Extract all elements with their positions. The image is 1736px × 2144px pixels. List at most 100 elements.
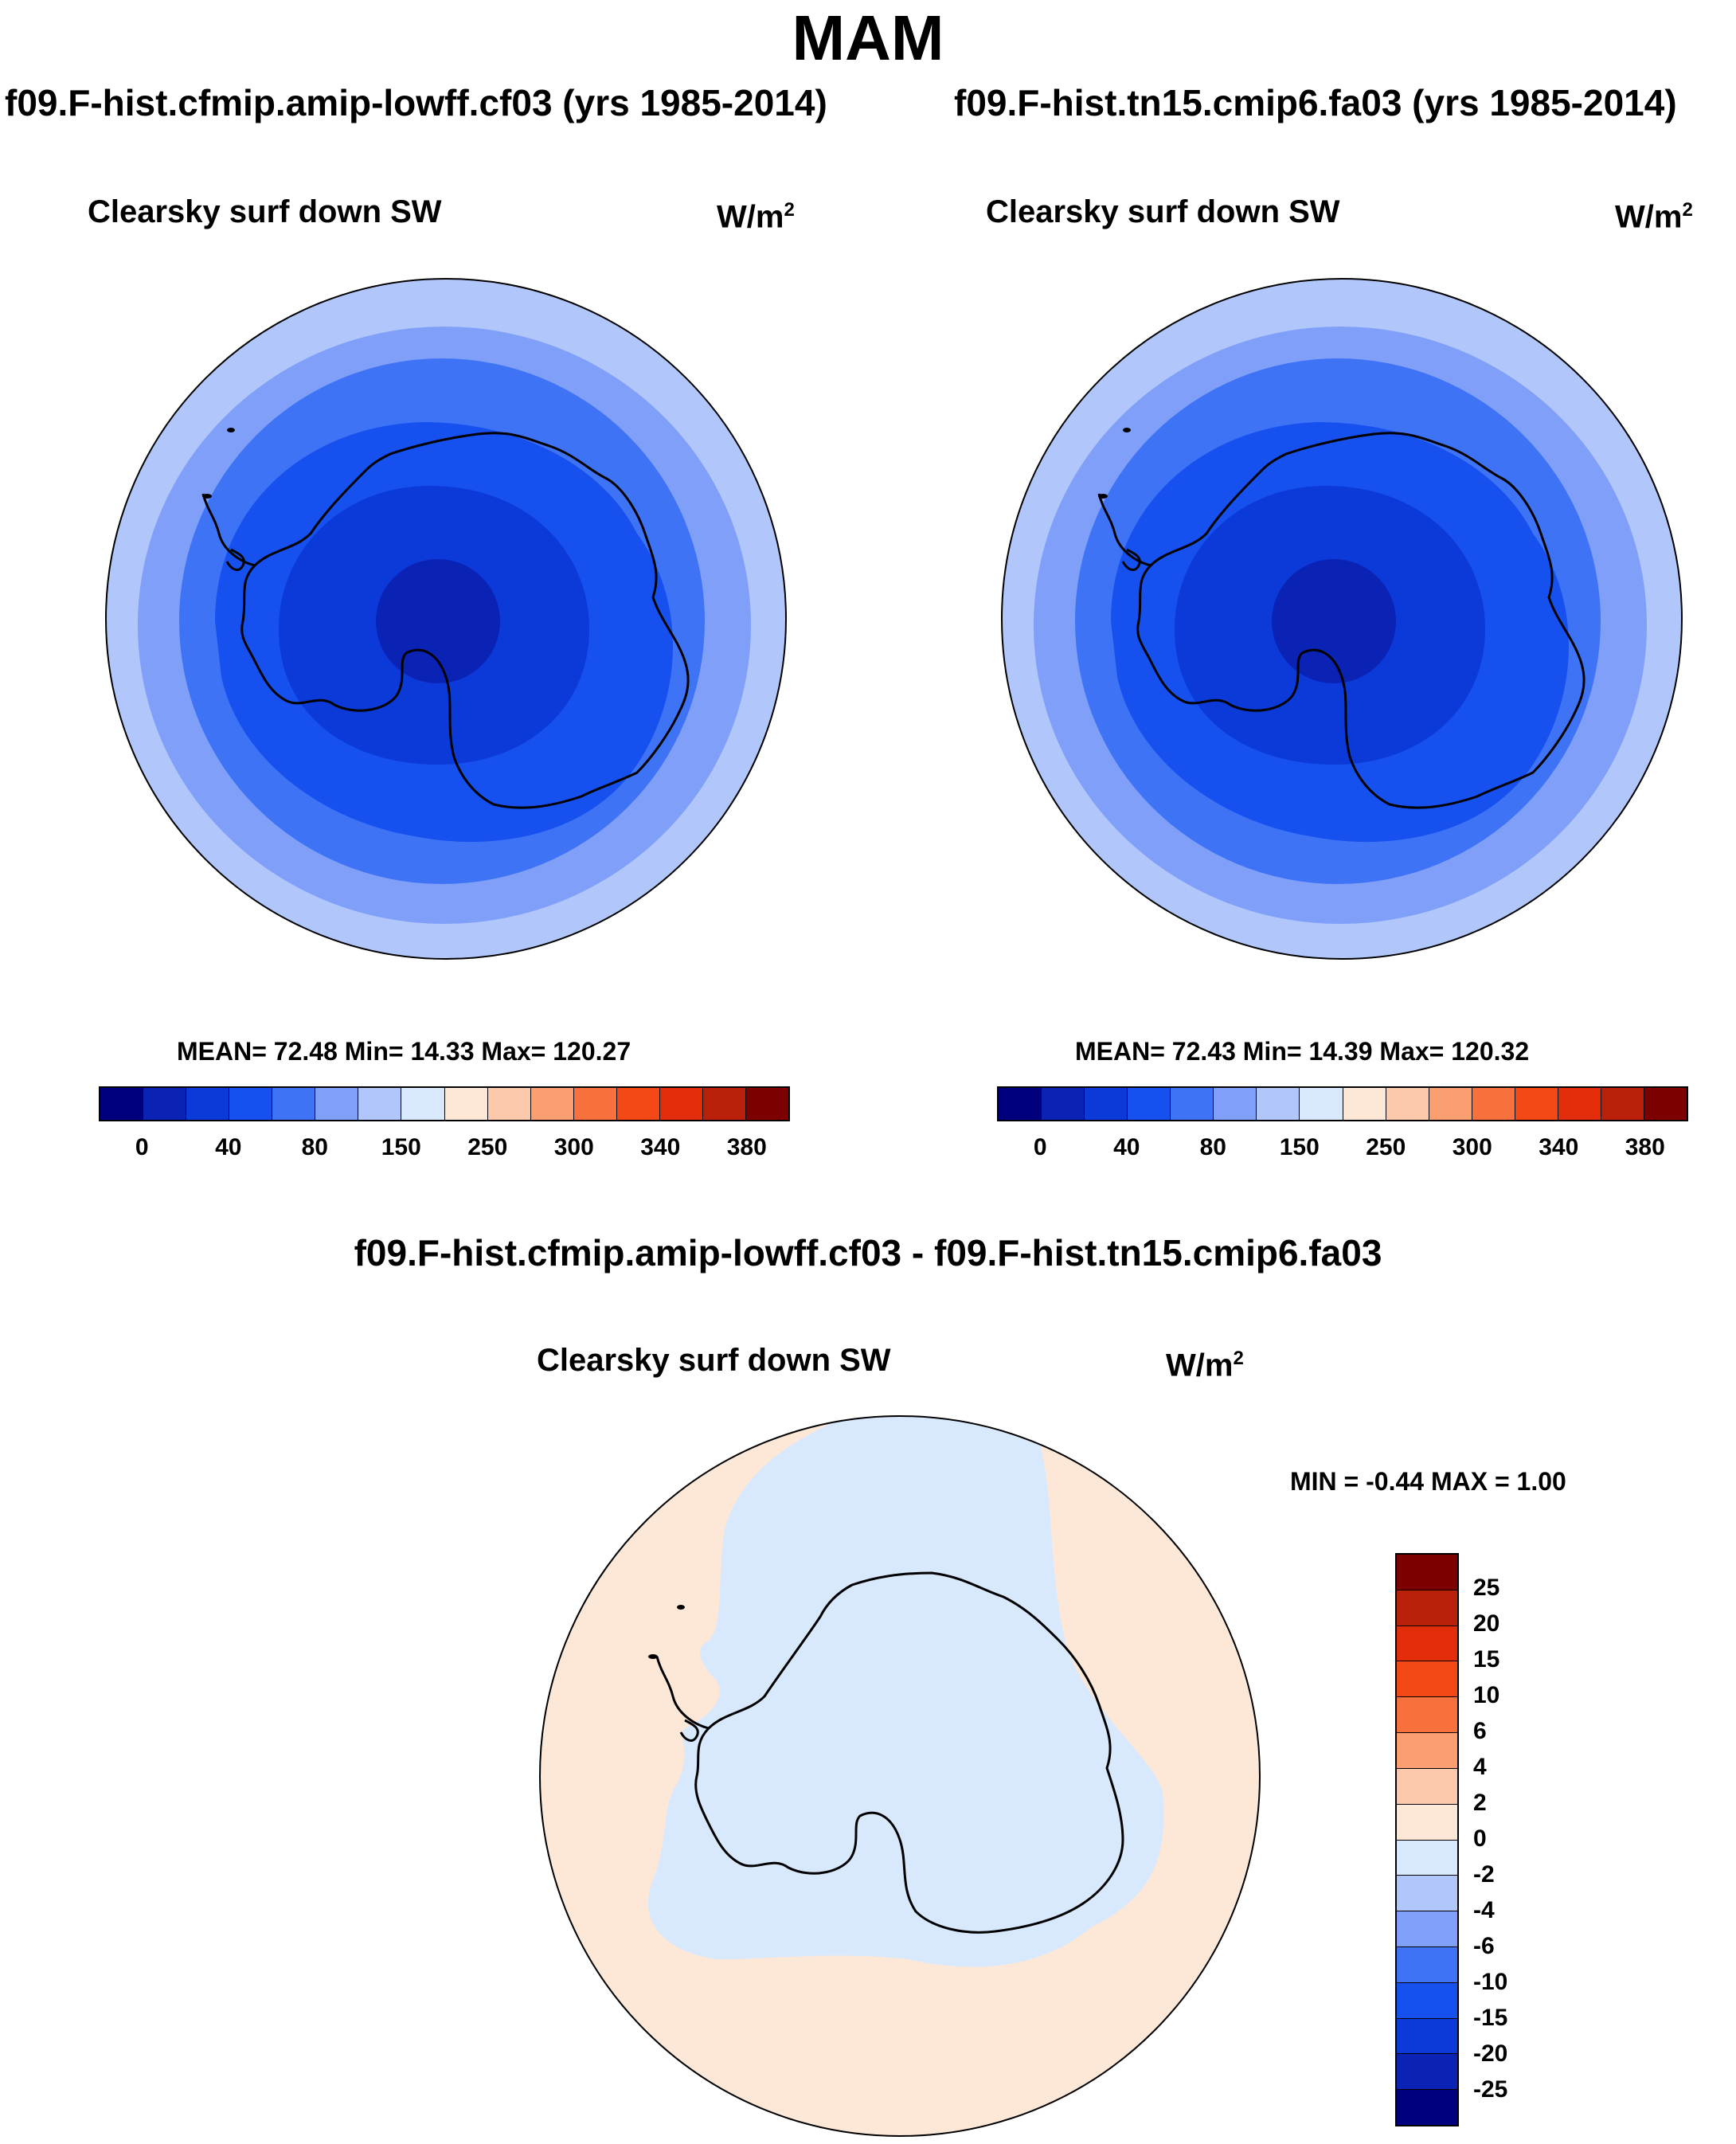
diff-colorbar-cell: [1397, 1661, 1457, 1698]
diff-colorbar-cell: [1397, 1733, 1457, 1769]
diff-colorbar-tick-label: 0: [1473, 1825, 1487, 1852]
antarctica-coastline: [655, 1571, 1124, 1934]
panel-2-colorbar-cell: [1171, 1088, 1214, 1120]
panel-1-colorbar-cell: [358, 1088, 402, 1120]
antarctica-coastline: [201, 432, 690, 809]
diff-colorbar-cell: [1397, 1804, 1457, 1841]
panel-2-colorbar-tick-label: 150: [1279, 1134, 1320, 1160]
diff-colorbar-tick-label: 6: [1473, 1718, 1487, 1744]
panel-1-colorbar-cell: [487, 1088, 531, 1120]
diff-colorbar-tick-label: -6: [1473, 1933, 1495, 1959]
panel-1-colorbar-cell: [444, 1088, 488, 1120]
diff-colorbar-tick-label: -4: [1473, 1897, 1495, 1923]
panel-1-colorbar-tick-label: 250: [467, 1134, 508, 1160]
contour-band-neg2-0: [647, 1416, 1164, 1967]
panel-2-colorbar-tick-label: 340: [1539, 1134, 1579, 1160]
map-panel-2: [1001, 278, 1683, 960]
panel-2-colorbar-cell: [1386, 1088, 1429, 1120]
map-border: [105, 278, 787, 960]
diff-colorbar-tick-label: 4: [1473, 1754, 1487, 1780]
diff-colorbar-tick-label: 20: [1473, 1610, 1500, 1637]
panel-1-colorbar: [99, 1086, 790, 1121]
panel-2-colorbar-tick-label: 40: [1113, 1134, 1140, 1160]
diff-colorbar-cell: [1397, 2054, 1457, 2091]
contour-band-0-20: [1272, 559, 1396, 683]
diff-colorbar-tick-label: 15: [1473, 1646, 1500, 1673]
diff-colorbar-cell: [1397, 1840, 1457, 1876]
season-title: MAM: [792, 2, 944, 73]
panel-1-colorbar-tick-label: 300: [553, 1134, 594, 1160]
panel-1-colorbar-cell: [530, 1088, 574, 1120]
diff-colorbar-tick-label: 2: [1473, 1790, 1487, 1816]
panel-1-colorbar-cell: [573, 1088, 617, 1120]
panel-1-variable-title: Clearsky surf down SW: [88, 194, 442, 229]
panel-2-stats: MEAN= 72.43 Min= 14.39 Max= 120.32: [1075, 1037, 1530, 1066]
panel-2-colorbar-cell: [1214, 1088, 1257, 1120]
panel-1-case-title: f09.F-hist.cfmip.amip-lowff.cf03 (yrs 19…: [5, 82, 827, 123]
map-panel-1: [105, 278, 787, 960]
panel-1-colorbar-cell: [745, 1088, 788, 1120]
panel-1-colorbar-tick-label: 0: [135, 1134, 149, 1160]
diff-colorbar-tick-label: -20: [1473, 2040, 1508, 2067]
map-border: [1001, 278, 1683, 960]
antarctica-coastline: [1097, 432, 1585, 809]
diff-colorbar-tick-label: -10: [1473, 1969, 1508, 1995]
diff-colorbar-cell: [1397, 1946, 1457, 1983]
diff-colorbar-tick-label: -2: [1473, 1861, 1495, 1888]
diff-colorbar-cell: [1397, 1982, 1457, 2019]
panel-2-colorbar-cell: [1042, 1088, 1085, 1120]
diff-colorbar-cell: [1397, 2018, 1457, 2055]
panel-2-colorbar-cell: [1644, 1088, 1687, 1120]
panel-2-colorbar-cell: [1472, 1088, 1515, 1120]
panel-1-colorbar-cell: [659, 1088, 703, 1120]
panel-1-colorbar-cell: [229, 1088, 273, 1120]
panel-2-colorbar-cell: [999, 1088, 1042, 1120]
map-border: [539, 1415, 1261, 2137]
panel-2-colorbar-cell: [1515, 1088, 1558, 1120]
diff-units: W/m2: [1166, 1348, 1244, 1383]
diff-colorbar-tick-label: 25: [1473, 1575, 1500, 1601]
diff-colorbar-cell: [1397, 1911, 1457, 1947]
panel-2-variable-title: Clearsky surf down SW: [986, 194, 1340, 229]
panel-2-colorbar-cell: [1300, 1088, 1343, 1120]
panel-1-colorbar-cell: [100, 1088, 144, 1120]
diff-variable-title: Clearsky surf down SW: [537, 1343, 891, 1378]
diff-colorbar-cell: [1397, 1768, 1457, 1805]
diff-colorbar-cell: [1397, 1876, 1457, 1912]
panel-2-colorbar-cell: [1429, 1088, 1472, 1120]
diff-colorbar-cell: [1397, 1590, 1457, 1626]
map-diff-panel: [539, 1415, 1261, 2137]
diff-colorbar-cell: [1397, 1697, 1457, 1734]
panel-2-units: W/m2: [1615, 199, 1693, 235]
panel-1-colorbar-tick-label: 40: [215, 1134, 242, 1160]
panel-1-colorbar-cell: [143, 1088, 187, 1120]
panel-1-colorbar-tick-label: 80: [301, 1134, 328, 1160]
panel-2-colorbar-tick-label: 300: [1452, 1134, 1492, 1160]
panel-1-colorbar-tick-label: 340: [640, 1134, 681, 1160]
panel-2-colorbar-cell: [1601, 1088, 1644, 1120]
panel-2-colorbar-tick-label: 250: [1366, 1134, 1406, 1160]
panel-2-colorbar-tick-label: 80: [1199, 1134, 1226, 1160]
panel-2-case-title: f09.F-hist.tn15.cmip6.fa03 (yrs 1985-201…: [954, 82, 1677, 123]
diff-title: f09.F-hist.cfmip.amip-lowff.cf03 - f09.F…: [354, 1232, 1382, 1273]
panel-2-colorbar-cell: [1558, 1088, 1601, 1120]
diff-colorbar-tick-label: 10: [1473, 1682, 1500, 1708]
contour-band-0-20: [376, 559, 500, 683]
diff-minmax: MIN = -0.44 MAX = 1.00: [1290, 1467, 1566, 1496]
diff-colorbar-cell: [1397, 1555, 1457, 1590]
panel-2-colorbar-cell: [1128, 1088, 1171, 1120]
diff-colorbar-tick-label: -15: [1473, 2005, 1508, 2031]
panel-1-colorbar-tick-label: 150: [381, 1134, 421, 1160]
panel-2-colorbar-tick-label: 0: [1033, 1134, 1047, 1160]
panel-1-colorbar-cell: [616, 1088, 660, 1120]
panel-2-colorbar: [997, 1086, 1688, 1121]
panel-1-colorbar-cell: [186, 1088, 230, 1120]
panel-1-colorbar-cell: [315, 1088, 359, 1120]
panel-2-colorbar-tick-label: 380: [1625, 1134, 1665, 1160]
diff-colorbar-tick-label: -25: [1473, 2076, 1508, 2103]
panel-1-colorbar-cell: [401, 1088, 445, 1120]
panel-1-units: W/m2: [717, 199, 795, 235]
diff-colorbar-cell: [1397, 1626, 1457, 1662]
panel-1-colorbar-cell: [702, 1088, 746, 1120]
panel-2-colorbar-cell: [1343, 1088, 1386, 1120]
